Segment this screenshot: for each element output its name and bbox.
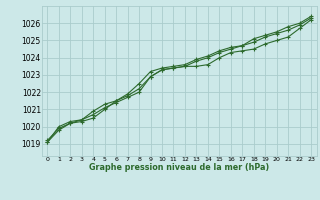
- X-axis label: Graphe pression niveau de la mer (hPa): Graphe pression niveau de la mer (hPa): [89, 163, 269, 172]
